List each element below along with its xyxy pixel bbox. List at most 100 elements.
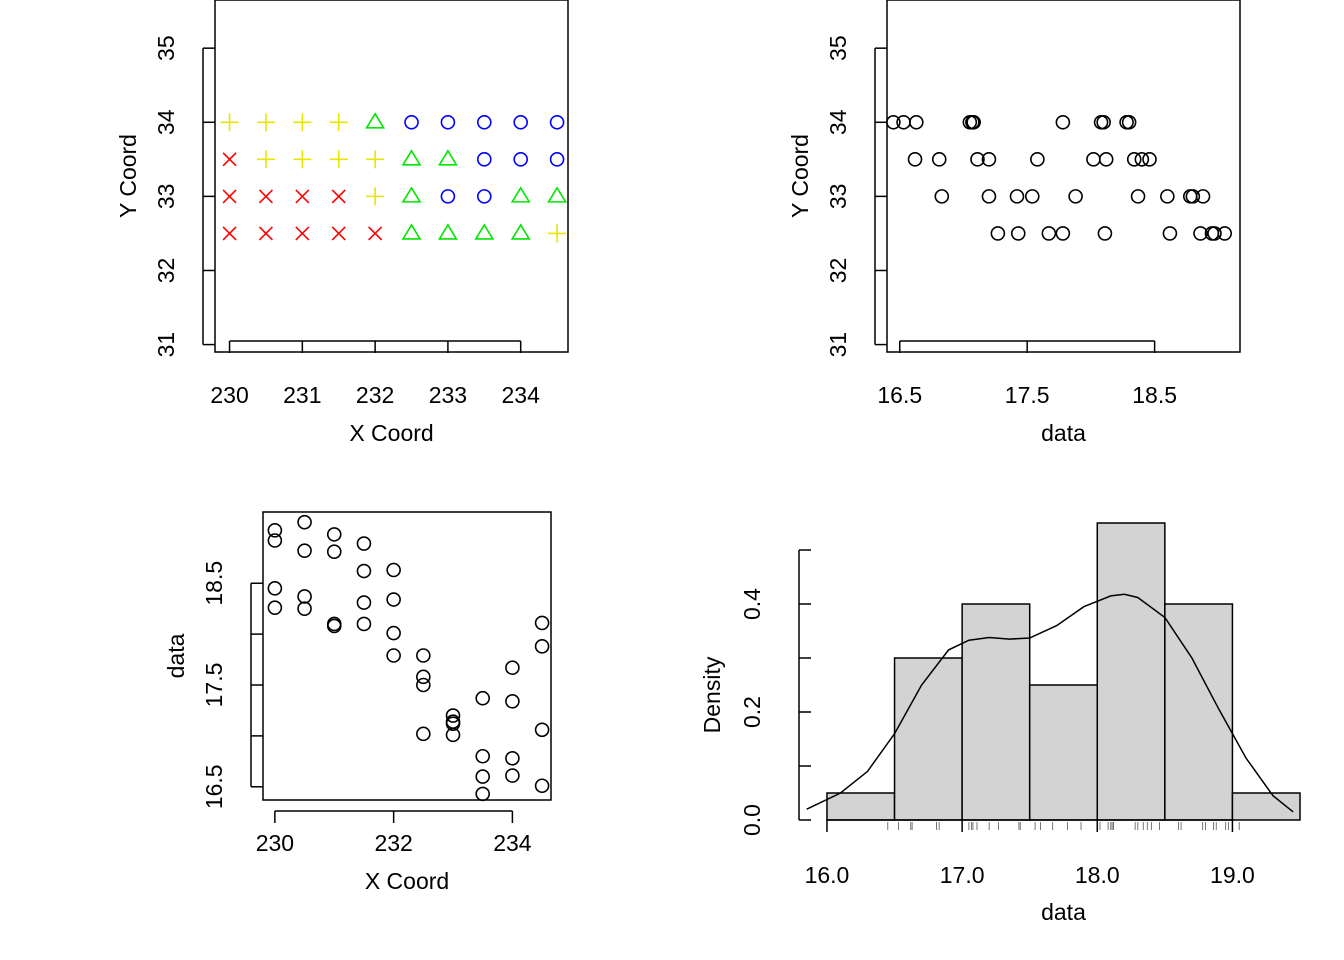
data-point [1098, 152, 1114, 167]
data-point [404, 114, 419, 130]
data-point [326, 527, 342, 542]
data-point [445, 727, 461, 743]
data-point [368, 226, 383, 241]
data-point [907, 152, 923, 167]
data-point [356, 595, 372, 610]
data-point [222, 152, 237, 167]
data-point [505, 693, 520, 709]
data-point [366, 187, 385, 206]
data-point [1086, 152, 1101, 167]
data-point [416, 726, 431, 742]
histogram-bar [1028, 684, 1099, 821]
y-tick-label: 33 [153, 184, 179, 210]
y-tick-label: 35 [153, 35, 179, 61]
data-point [476, 114, 492, 130]
data-point [1055, 114, 1071, 130]
x-tick-label: 231 [283, 382, 321, 408]
scatter-xcoord-ycoord-panel: 230 231 232 233 234 31 32 33 34 35 X Coord Y Coord [115, 0, 569, 446]
data-point [1134, 152, 1150, 167]
data-point [1055, 226, 1071, 241]
histogram-bar [1096, 522, 1166, 821]
data-point [474, 223, 495, 240]
data-point [475, 786, 491, 802]
data-point [416, 648, 431, 663]
data-point [1009, 189, 1025, 204]
data-point [365, 112, 386, 129]
data-point [966, 114, 981, 130]
x-tick-label: 16.5 [877, 382, 922, 408]
data-point [331, 189, 346, 204]
data-point [510, 223, 531, 240]
data-point [475, 769, 491, 784]
cross-b [331, 189, 346, 204]
histogram-bar [1164, 603, 1234, 821]
data-point [295, 189, 310, 204]
data-point [267, 533, 283, 548]
data-point [909, 114, 924, 130]
data-point [416, 669, 431, 685]
data-point [513, 114, 528, 130]
data-point [534, 722, 550, 738]
y-tick-label: 32 [825, 258, 851, 284]
y-axis-title: Y Coord [787, 134, 813, 218]
x-axis-title: data [1041, 899, 1086, 925]
data-point [256, 113, 275, 132]
data-point [1097, 226, 1113, 241]
histogram-bar [1231, 792, 1301, 821]
data-point [1217, 226, 1233, 241]
y-tick-label: 32 [153, 258, 179, 284]
data-point [981, 152, 997, 167]
y-tick-label: 34 [153, 109, 179, 135]
histogram-density-panel: 16.0 17.0 18.0 19.0 0.0 0.2 0.4 data Density [699, 522, 1301, 925]
x-axis-title: X Coord [365, 868, 449, 894]
plot-frame [886, 0, 1241, 353]
cross-b [222, 189, 237, 204]
data-point [326, 618, 342, 634]
data-point [513, 152, 528, 167]
x-tick-label: 16.0 [805, 862, 850, 888]
y-tick-label: 31 [153, 332, 179, 358]
x-tick-label: 234 [493, 830, 532, 856]
data-point [549, 152, 565, 167]
cross-b [222, 226, 237, 241]
data-point [1068, 189, 1083, 204]
data-point [896, 114, 911, 130]
y-axis-title: Y Coord [115, 134, 141, 218]
data-point [386, 592, 401, 607]
data-point [1195, 189, 1211, 204]
data-point [437, 223, 458, 240]
plot-frame [262, 511, 552, 801]
cross-b [368, 226, 383, 241]
data-point [297, 514, 312, 530]
data-point [981, 189, 997, 204]
histogram-bar [826, 792, 896, 821]
data-point [401, 186, 422, 203]
data-point [401, 223, 422, 240]
data-point [505, 768, 520, 783]
x-tick-label: 232 [374, 830, 412, 856]
data-point [970, 152, 985, 167]
data-point [1160, 189, 1175, 204]
data-point [416, 677, 431, 693]
y-tick-label: 0.4 [739, 588, 765, 620]
data-point [437, 149, 458, 166]
x-tick-label: 234 [502, 382, 541, 408]
data-point [534, 615, 550, 631]
data-point [356, 616, 372, 632]
data-point [267, 581, 283, 596]
x-axis-title: data [1041, 420, 1086, 446]
x-tick-label: 17.0 [940, 862, 985, 888]
data-point [222, 189, 237, 204]
data-point [366, 150, 385, 169]
data-point [1096, 114, 1111, 130]
density-curve [806, 593, 1294, 813]
cross-b [331, 226, 346, 241]
data-point [1041, 226, 1057, 241]
data-point [440, 189, 456, 204]
cross-b [222, 152, 237, 167]
data-point [293, 113, 312, 132]
data-point [329, 150, 348, 169]
data-point [1193, 226, 1208, 241]
x-tick-label: 17.5 [1005, 382, 1050, 408]
